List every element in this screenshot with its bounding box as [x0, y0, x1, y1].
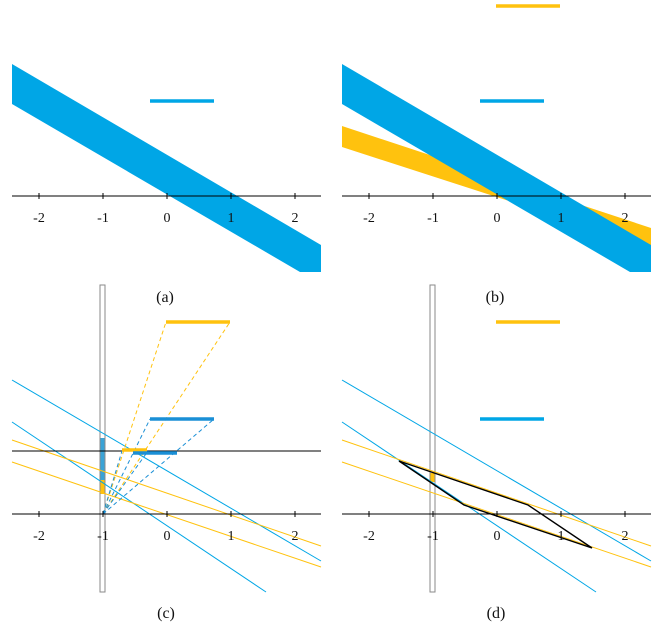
- blue-boundary-line: [11, 379, 322, 562]
- tick-label: -2: [33, 211, 45, 226]
- tick-label: 2: [292, 211, 299, 226]
- tick-label: -1: [97, 529, 109, 544]
- panel-caption: (d): [487, 605, 506, 622]
- tick-labels: -2 -1 0 1 2: [363, 529, 628, 544]
- tick-labels: -2 -1 0 1 2: [33, 529, 298, 544]
- tick-label: -2: [33, 529, 45, 544]
- blue-projection-lines: [102, 418, 215, 515]
- ticks: [368, 511, 626, 517]
- panel-c: -2 -1 0 1 2 (c): [11, 284, 322, 622]
- tick-label: -1: [97, 211, 109, 226]
- panel-d: -2 -1 0 1 2 (d): [341, 284, 652, 622]
- ticks: [38, 193, 296, 199]
- tick-label: -1: [427, 211, 439, 226]
- orange-boundary-line: [11, 439, 322, 547]
- panel-caption: (b): [486, 289, 505, 306]
- tick-label: 2: [622, 529, 629, 544]
- panel-b: -2 -1 0 1 2 (b): [342, 4, 651, 306]
- tick-label: 1: [558, 211, 565, 226]
- blue-boundary-line: [341, 379, 652, 562]
- blue-band: [12, 64, 321, 272]
- blue-band: [342, 64, 651, 272]
- panel-caption: (c): [157, 605, 175, 622]
- vertical-slice-frame: [429, 284, 436, 593]
- orange-boundary-line: [341, 439, 652, 547]
- blue-boundary-line: [11, 421, 267, 593]
- tick-label: 0: [494, 529, 501, 544]
- panel-a: -2 -1 0 1 2 (a): [12, 64, 321, 306]
- ticks: [368, 193, 626, 199]
- tick-label: 2: [292, 529, 299, 544]
- tick-label: -2: [363, 529, 375, 544]
- tick-labels: -2 -1 0 1 2: [363, 211, 628, 226]
- ticks: [38, 511, 296, 517]
- panel-caption: (a): [156, 289, 174, 306]
- tick-label: 0: [494, 211, 501, 226]
- tick-label: 0: [164, 529, 171, 544]
- tick-label: -2: [363, 211, 375, 226]
- tick-label: 1: [228, 211, 235, 226]
- tick-label: -1: [427, 529, 439, 544]
- intersection-polygon: [398, 460, 593, 549]
- tick-label: 1: [558, 529, 565, 544]
- tick-label: 1: [228, 529, 235, 544]
- tick-labels: -2 -1 0 1 2: [33, 211, 298, 226]
- tick-label: 0: [164, 211, 171, 226]
- tick-label: 2: [622, 211, 629, 226]
